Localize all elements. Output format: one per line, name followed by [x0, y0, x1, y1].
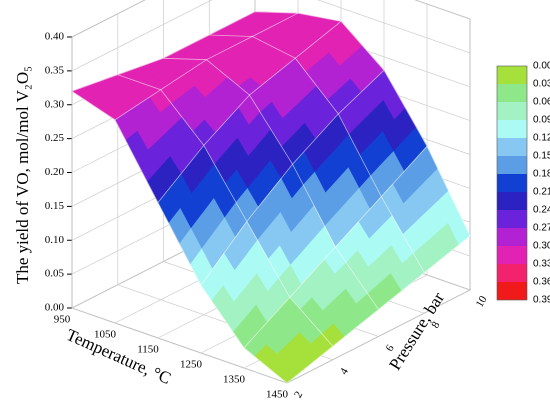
y-tick-label: 10 [474, 294, 490, 310]
grid-line [71, 37, 288, 384]
y-tick-label: 4 [338, 366, 351, 377]
colorbar-swatch [497, 138, 527, 156]
x-tick-label: 1050 [94, 329, 117, 341]
colorbar-label: 0.00 [533, 61, 550, 72]
colorbar-swatch [497, 246, 527, 264]
x-tick-label: 1150 [137, 344, 159, 356]
colorbar-swatch [497, 264, 527, 282]
y-tick-label: 2 [292, 389, 305, 400]
colorbar-frame [496, 65, 528, 301]
mesh-line [71, 90, 288, 384]
mesh-line [209, 34, 425, 273]
colorbar-label: 0.24 [533, 205, 550, 216]
colorbar-swatch [497, 102, 527, 120]
colorbar-label: 0.27 [533, 223, 550, 234]
colorbar-label: 0.18 [533, 169, 550, 180]
colorbar-label: 0.03 [533, 79, 550, 90]
grid-line [71, 0, 471, 38]
mesh-line [117, 74, 334, 347]
colorbar-swatch [497, 192, 527, 210]
colorbar-swatch [497, 120, 527, 138]
mesh-line [254, 11, 471, 236]
x-tick-label: 950 [54, 314, 71, 326]
surface [71, 11, 471, 384]
z-tick-label: 0.05 [45, 268, 65, 280]
colorbar-swatch [497, 228, 527, 246]
z-tick-label: 0.40 [45, 31, 65, 43]
z-tick-label: 0.15 [45, 200, 65, 212]
z-tick-label: 0.25 [45, 132, 65, 144]
colorbar-swatch [497, 210, 527, 228]
colorbar-swatch [497, 84, 527, 102]
colorbar-label: 0.09 [533, 115, 550, 126]
z-tick-label: 0.00 [45, 302, 65, 314]
y-tick-label: 6 [384, 342, 397, 353]
colorbar-label: 0.39 [533, 295, 550, 306]
z-tick-label: 0.35 [45, 64, 65, 76]
colorbar-swatch [497, 156, 527, 174]
x-tick-label: 1450 [266, 389, 289, 401]
colorbar-label: 0.15 [533, 151, 550, 162]
colorbar-swatch [497, 174, 527, 192]
z-axis-title: The yield of VO, mol/mol V₂O₅ [13, 66, 32, 284]
y-tick-label: 8 [429, 319, 442, 330]
colorbar-label: 0.33 [533, 259, 550, 270]
colorbar-label: 0.36 [533, 277, 550, 288]
colorbar-label: 0.30 [533, 241, 550, 252]
z-tick-label: 0.20 [45, 166, 65, 178]
z-tick-label: 0.10 [45, 234, 65, 246]
z-tick-label: 0.30 [45, 98, 65, 110]
colorbar-label: 0.06 [533, 97, 550, 108]
x-tick-label: 1350 [223, 374, 246, 386]
colorbar-label: 0.21 [533, 187, 550, 198]
x-tick-label: 1250 [180, 359, 203, 371]
mesh-line [163, 57, 379, 310]
colorbar-swatch [497, 282, 527, 300]
colorbar-label: 0.12 [533, 133, 550, 144]
grid-line [71, 0, 471, 72]
colorbar-swatch [497, 66, 527, 84]
